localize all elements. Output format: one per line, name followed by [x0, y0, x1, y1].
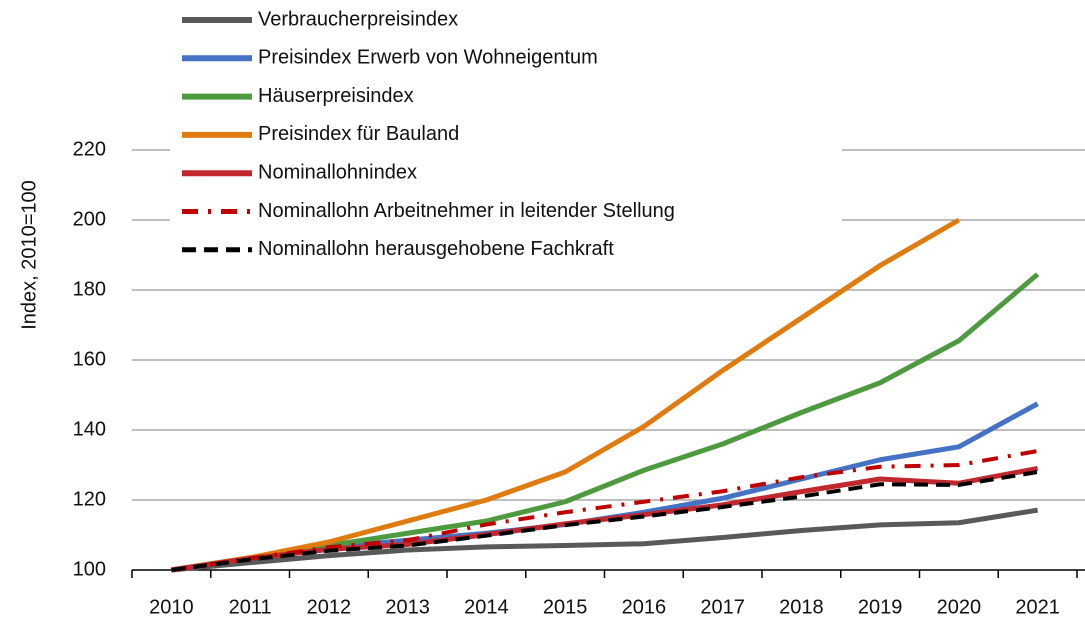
x-tick-label: 2017: [700, 596, 745, 618]
y-tick-label: 100: [73, 558, 106, 580]
x-tick-label: 2012: [307, 596, 352, 618]
x-tick-label: 2021: [1015, 596, 1060, 618]
series-line: [171, 449, 1038, 572]
x-tick-label: 2013: [385, 596, 430, 618]
y-tick-label: 220: [73, 138, 106, 160]
legend-label: Verbraucherpreisindex: [258, 8, 458, 30]
legend-background: [170, 2, 842, 270]
legend-label: Nominallohn Arbeitnehmer in leitender St…: [258, 200, 675, 222]
x-tick-label: 2018: [779, 596, 824, 618]
legend-label: Nominallohn herausgehobene Fachkraft: [258, 238, 614, 260]
y-tick-label: 160: [73, 348, 106, 370]
series-line: [171, 507, 1039, 573]
y-tick-label: 120: [73, 488, 106, 510]
legend-label: Nominallohnindex: [258, 161, 417, 183]
legend-label: Häuserpreisindex: [258, 85, 414, 107]
x-tick-label: 2011: [229, 596, 272, 618]
x-tick-label: 2016: [622, 596, 667, 618]
x-tick-label: 2019: [858, 596, 903, 618]
x-tick-label: 2015: [543, 596, 588, 618]
legend-label: Preisindex für Bauland: [258, 123, 459, 145]
x-tick-label: 2010: [149, 596, 194, 618]
y-tick-label: 200: [73, 208, 106, 230]
y-tick-label: 140: [73, 418, 106, 440]
x-tick-label: 2020: [937, 596, 982, 618]
y-axis-label: Index, 2010=100: [18, 180, 40, 330]
y-tick-label: 180: [73, 278, 106, 300]
x-tick-label: 2014: [464, 596, 509, 618]
series-line: [170, 217, 961, 573]
series-line: [170, 272, 1040, 573]
series-line: [171, 470, 1038, 572]
legend-label: Preisindex Erwerb von Wohneigentum: [258, 47, 598, 69]
